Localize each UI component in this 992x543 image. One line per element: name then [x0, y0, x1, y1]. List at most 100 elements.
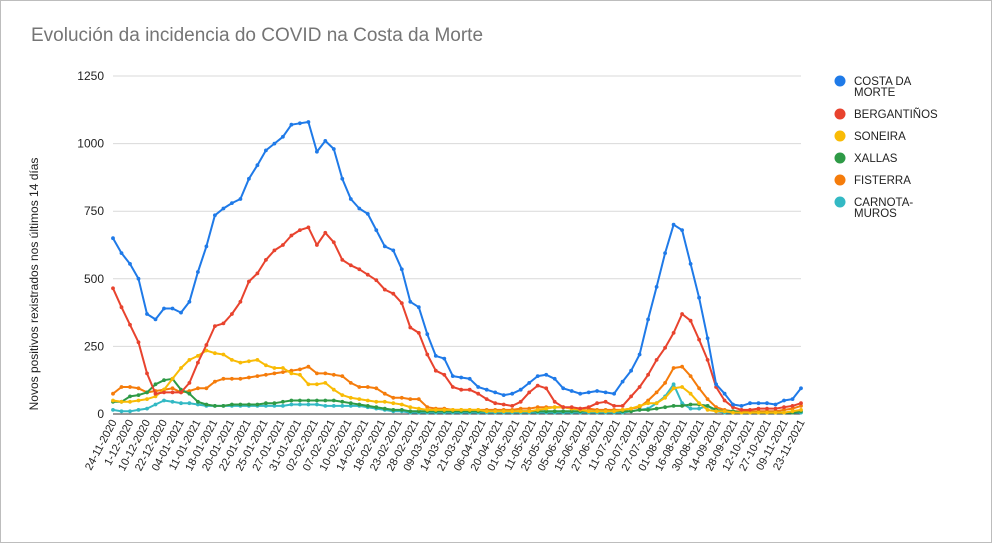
data-point: [561, 405, 566, 410]
data-point: [365, 398, 370, 403]
data-point: [365, 212, 370, 216]
data-point: [348, 404, 353, 408]
data-point: [196, 354, 200, 358]
data-point: [399, 395, 404, 400]
data-point: [765, 406, 769, 411]
data-point: [255, 374, 260, 378]
data-point: [145, 371, 149, 376]
data-point: [315, 402, 319, 407]
data-point: [331, 387, 336, 392]
data-point: [697, 295, 701, 300]
data-point: [213, 379, 217, 384]
data-point: [230, 312, 234, 316]
data-point: [196, 360, 200, 365]
y-tick-label: 0: [97, 407, 104, 421]
data-point: [535, 374, 540, 378]
data-point: [782, 410, 786, 415]
data-point: [705, 336, 710, 341]
data-point: [671, 386, 676, 391]
data-point: [323, 371, 328, 376]
data-point: [391, 395, 396, 400]
legend-marker: [834, 108, 846, 120]
data-point: [323, 230, 328, 235]
data-point: [221, 352, 226, 357]
data-point: [527, 406, 532, 411]
data-point: [552, 399, 557, 404]
data-point: [416, 331, 421, 335]
data-point: [111, 408, 115, 412]
data-point: [374, 399, 379, 404]
data-point: [467, 408, 472, 412]
series-bergantiños: [111, 225, 803, 412]
data-point: [170, 306, 175, 311]
data-point: [739, 404, 744, 408]
data-point: [705, 408, 710, 412]
data-point: [153, 391, 158, 396]
data-point: [119, 251, 124, 256]
data-point: [773, 410, 778, 415]
data-point: [680, 312, 684, 316]
data-point: [603, 390, 608, 395]
data-point: [620, 408, 625, 412]
data-point: [391, 408, 396, 412]
data-point: [204, 244, 209, 249]
data-point: [799, 386, 803, 391]
data-point: [442, 356, 447, 361]
data-point: [221, 376, 226, 381]
data-point: [518, 409, 523, 414]
data-point: [272, 366, 277, 370]
data-point: [365, 272, 370, 277]
data-point: [450, 374, 455, 378]
data-point: [264, 258, 268, 262]
data-point: [264, 404, 268, 408]
data-point: [264, 372, 268, 377]
data-point: [170, 390, 175, 395]
data-point: [306, 382, 311, 387]
series-costa-da-morte: [111, 120, 803, 408]
data-point: [289, 371, 294, 376]
data-point: [459, 387, 464, 392]
data-point: [128, 394, 132, 399]
data-point: [357, 267, 362, 272]
data-point: [315, 371, 319, 376]
data-point: [433, 368, 438, 373]
data-point: [646, 398, 650, 403]
data-point: [382, 391, 387, 396]
data-point: [348, 395, 353, 400]
data-point: [323, 398, 328, 403]
data-point: [204, 402, 209, 407]
data-point: [136, 276, 141, 281]
data-point: [357, 385, 362, 389]
legend-item: COSTA DA MORTE: [834, 75, 912, 99]
data-point: [680, 401, 684, 406]
data-point: [748, 401, 752, 406]
data-point: [187, 401, 192, 406]
data-point: [306, 402, 311, 407]
data-point: [493, 409, 498, 414]
data-point: [119, 385, 124, 389]
data-point: [527, 390, 532, 395]
data-point: [289, 233, 294, 238]
data-point: [408, 405, 413, 410]
data-point: [179, 390, 183, 395]
data-point: [128, 262, 132, 266]
y-tick-label: 500: [84, 272, 104, 286]
data-point: [247, 279, 251, 284]
data-point: [714, 409, 718, 414]
legend-marker: [834, 130, 846, 142]
data-point: [756, 406, 761, 411]
data-point: [204, 386, 209, 391]
data-point: [187, 391, 192, 396]
data-point: [281, 134, 285, 139]
data-point: [790, 397, 795, 401]
data-point: [153, 317, 158, 322]
data-point: [348, 197, 353, 201]
data-point: [680, 228, 684, 233]
data-point: [510, 391, 515, 396]
data-point: [688, 374, 693, 378]
legend-label: CARNOTA-MUROS: [854, 197, 913, 220]
data-point: [654, 406, 659, 411]
data-point: [416, 305, 421, 310]
legend-marker: [834, 196, 846, 208]
